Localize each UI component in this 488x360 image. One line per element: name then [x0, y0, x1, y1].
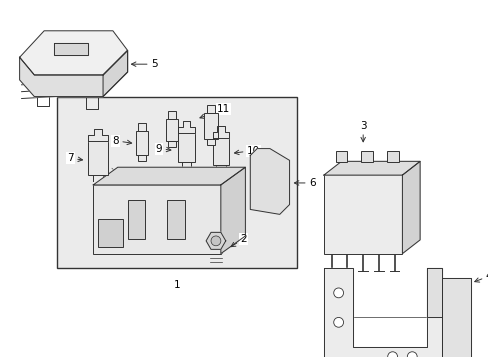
Polygon shape	[441, 278, 470, 357]
Bar	[93, 185, 221, 253]
Polygon shape	[20, 31, 127, 75]
Text: 10: 10	[234, 145, 259, 156]
Bar	[88, 141, 108, 175]
Bar	[166, 200, 184, 239]
Bar	[204, 113, 218, 139]
Bar	[98, 219, 122, 247]
Text: 6: 6	[294, 178, 315, 188]
Bar	[165, 119, 177, 141]
Polygon shape	[206, 232, 225, 249]
Bar	[127, 200, 145, 239]
Bar	[167, 141, 175, 147]
Polygon shape	[323, 161, 419, 175]
Text: 4: 4	[474, 271, 488, 282]
Bar	[177, 133, 195, 162]
Polygon shape	[250, 149, 289, 214]
Text: 8: 8	[112, 136, 131, 146]
Circle shape	[211, 236, 221, 246]
Polygon shape	[88, 129, 108, 141]
Bar	[213, 138, 228, 165]
Polygon shape	[54, 42, 88, 55]
Bar	[136, 131, 148, 156]
Circle shape	[333, 288, 343, 298]
Bar	[335, 150, 347, 162]
Bar	[361, 150, 372, 162]
Text: 11: 11	[200, 104, 230, 118]
Text: 3: 3	[359, 121, 366, 142]
Bar	[207, 139, 215, 145]
Text: 5: 5	[131, 59, 157, 69]
Text: 7: 7	[67, 153, 82, 163]
Polygon shape	[103, 50, 127, 96]
Circle shape	[407, 352, 416, 360]
Text: 2: 2	[230, 234, 246, 247]
Polygon shape	[221, 167, 245, 253]
Text: 1: 1	[174, 280, 180, 290]
Circle shape	[387, 352, 397, 360]
Polygon shape	[402, 161, 419, 253]
Circle shape	[333, 318, 343, 327]
Polygon shape	[323, 268, 441, 360]
Polygon shape	[213, 126, 228, 138]
Polygon shape	[20, 50, 127, 96]
Bar	[207, 105, 215, 113]
Bar	[167, 111, 175, 119]
Bar	[138, 156, 146, 161]
Bar	[57, 96, 297, 268]
Text: 9: 9	[155, 144, 170, 154]
Polygon shape	[93, 167, 245, 185]
Bar	[386, 150, 398, 162]
Bar	[323, 175, 402, 253]
Bar	[138, 123, 146, 131]
Polygon shape	[177, 121, 195, 133]
Polygon shape	[426, 268, 441, 318]
